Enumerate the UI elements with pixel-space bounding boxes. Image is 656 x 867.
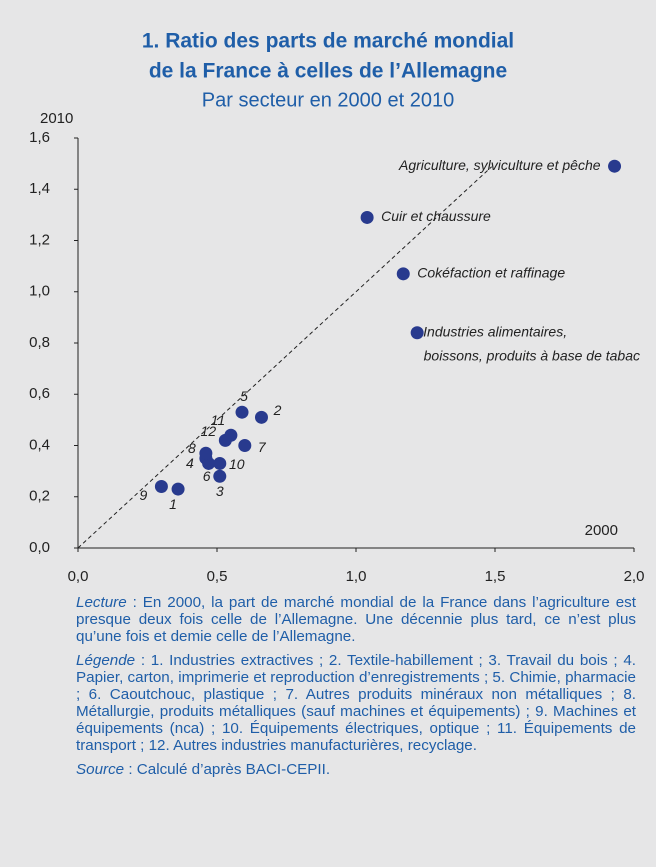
chart-title: de la France à celles de l’Allemagne [149,60,507,83]
point [235,405,249,419]
point [202,456,216,470]
point-label: boissons, produits à base de tabac [424,347,640,363]
point-label: 11 [211,412,226,428]
y-tick-label: 0,0 [29,539,50,556]
y-axis-label: 2010 [40,110,73,127]
x-tick-label: 1,5 [485,568,506,585]
chart-subtitle: Par secteur en 2000 et 2010 [202,89,454,111]
x-tick-label: 0,0 [68,568,89,585]
y-tick-label: 0,2 [29,488,50,505]
point [254,410,268,424]
y-tick-label: 1,6 [29,129,50,146]
point-label: 5 [240,388,248,404]
point [238,439,252,452]
note: Lecture : En 2000, la part de marché mon… [76,594,636,645]
point [213,469,227,483]
note: Légende : 1. Industries extractives ; 2.… [76,652,636,754]
notes: Lecture : En 2000, la part de marché mon… [76,594,636,785]
point-label: 7 [258,439,267,455]
point-label: Industries alimentaires, [423,323,567,339]
point [396,267,410,281]
point [218,433,232,447]
note-text: : 1. Industries extractives ; 2. Textile… [76,652,636,754]
point [360,210,374,224]
point [171,482,185,496]
x-tick-label: 2,0 [624,568,645,585]
x-axis-label: 2000 [585,522,618,539]
note-lead: Source [76,761,125,778]
parity-line [77,166,493,549]
point-label: 1 [169,496,177,512]
point [608,159,622,173]
note-text: : Calculé d’après BACI-CEPII. [124,761,331,778]
note-lead: Lecture [76,594,127,611]
point [199,446,213,460]
note-text: : En 2000, la part de marché mondial de … [76,594,636,645]
y-tick-label: 0,6 [29,385,50,402]
y-tick-label: 0,8 [29,334,50,351]
point-label: 6 [203,468,211,484]
note: Source : Calculé d’après BACI-CEPII. [76,761,636,778]
y-tick-label: 1,2 [29,231,50,248]
x-tick-label: 1,0 [346,568,367,585]
point [213,456,227,470]
point [410,326,424,340]
point [154,480,168,493]
point-label: 9 [140,487,148,503]
point-label: 10 [229,456,245,472]
point-label: 12 [201,423,217,439]
point-label: 4 [186,455,194,471]
y-tick-label: 1,0 [29,283,50,300]
point-label: Cokéfaction et raffinage [417,265,565,281]
note-lead: Légende [76,652,136,669]
chart: 1. Ratio des parts de marché mondial de … [29,30,645,585]
chart-title: 1. Ratio des parts de marché mondial [142,30,514,53]
point-label: Agriculture, sylviculture et pêche [398,157,601,173]
y-tick-label: 1,4 [29,180,50,197]
point-label: 8 [188,440,196,456]
point-label: Cuir et chaussure [381,208,491,224]
point-label: 3 [216,483,224,499]
y-tick-label: 0,4 [29,436,50,453]
point-label: 2 [273,402,282,418]
x-tick-label: 0,5 [207,568,228,585]
